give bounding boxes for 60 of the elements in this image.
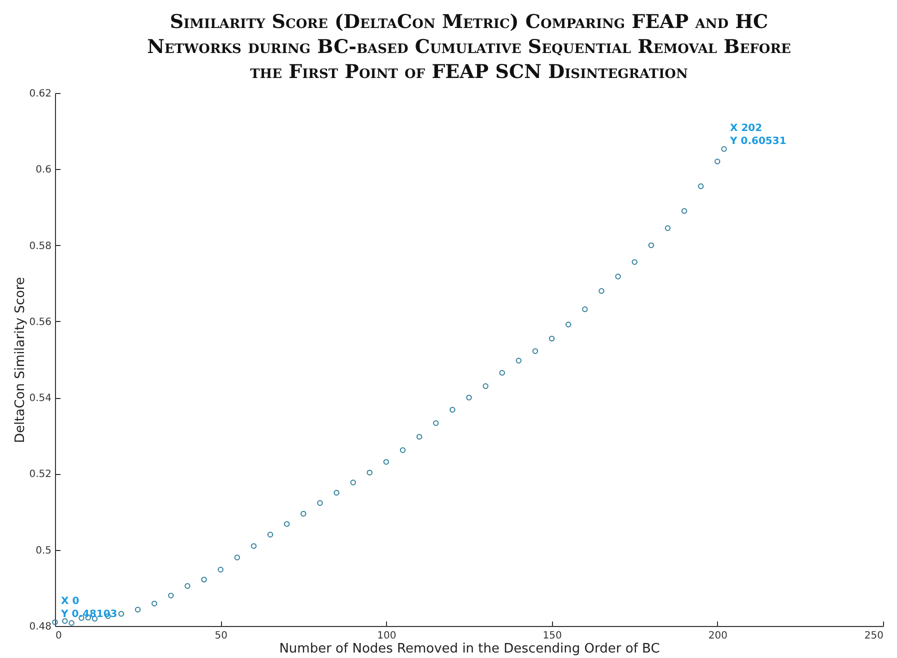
point <box>416 434 422 440</box>
y-tick-label: 0.5 <box>36 545 52 556</box>
point <box>152 600 158 606</box>
point <box>482 383 488 389</box>
point <box>317 500 323 506</box>
point <box>168 592 174 598</box>
point <box>582 306 588 312</box>
point <box>648 242 654 248</box>
point <box>184 583 190 589</box>
point <box>134 606 141 612</box>
y-tick-label: 0.62 <box>29 88 52 100</box>
point <box>267 532 274 538</box>
point <box>548 336 555 342</box>
point <box>532 348 538 354</box>
point <box>383 459 390 465</box>
y-axis-title: DeltaCon Similarity Score <box>13 276 28 444</box>
point <box>284 521 290 527</box>
y-tick-label: 0.58 <box>29 240 52 252</box>
chart-title: Similarity Score (DeltaCon Metric) Comparing FEAP and HC Networks during BC-based Cumulative Sequential Removal Before the First Point of FEAP SCN Disintegration <box>147 11 792 83</box>
point <box>698 183 704 190</box>
annotation: X 0 Y 0.48103 <box>60 596 118 620</box>
point <box>234 554 240 560</box>
y-tick-label: 0.6 <box>36 164 52 176</box>
point <box>350 480 356 486</box>
x-tick-label: 200 <box>708 630 728 642</box>
point <box>68 620 74 626</box>
x-tick-label: 50 <box>214 630 228 642</box>
point <box>721 146 727 152</box>
x-tick-label: 100 <box>377 630 396 642</box>
x-tick-label: 250 <box>864 630 884 642</box>
point <box>334 490 340 496</box>
point <box>714 158 720 164</box>
point <box>250 543 257 549</box>
point <box>466 394 472 400</box>
point <box>52 619 58 626</box>
x-axis-title: Number of Nodes Removed in the Descending Order of BC <box>279 642 660 656</box>
point <box>366 470 372 476</box>
point <box>218 566 224 572</box>
point <box>598 288 604 294</box>
x-tick-label: 150 <box>542 630 562 642</box>
point <box>62 618 68 624</box>
annotation: X 202 Y 0.60531 <box>729 122 786 147</box>
point <box>201 576 207 582</box>
y-tick-label: 0.56 <box>29 316 52 328</box>
point <box>400 447 406 453</box>
x-tick-label: 0 <box>56 630 62 642</box>
point <box>664 225 671 231</box>
point <box>450 406 456 413</box>
point <box>632 259 638 265</box>
point <box>300 510 306 517</box>
point <box>566 322 572 328</box>
point <box>118 610 124 617</box>
y-tick-label: 0.52 <box>29 469 52 480</box>
point <box>499 370 505 376</box>
point <box>516 358 522 364</box>
y-tick-label: 0.48 <box>29 622 52 632</box>
point <box>615 274 621 280</box>
point <box>433 420 439 426</box>
point <box>681 208 688 214</box>
y-tick-label: 0.54 <box>29 393 52 404</box>
